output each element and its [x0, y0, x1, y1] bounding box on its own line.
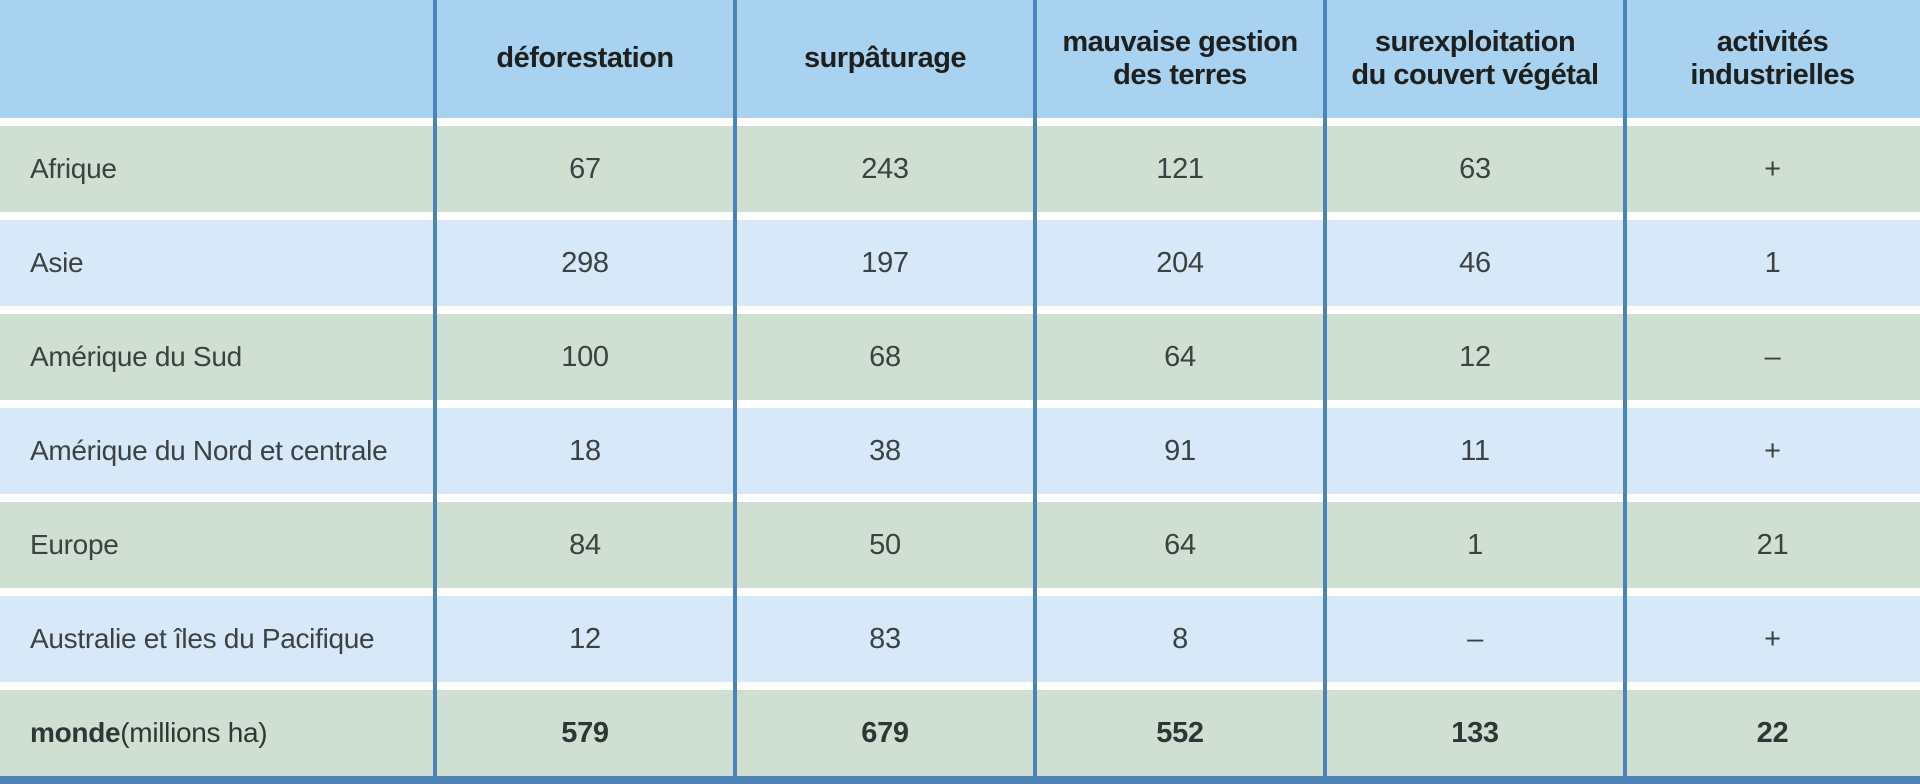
- value-cell: 21: [1756, 528, 1789, 561]
- column-header-mauvaise-gestion: mauvaise gestion des terres: [1062, 25, 1298, 91]
- value-cell: 579: [561, 716, 609, 749]
- value-cell: 68: [869, 340, 901, 373]
- value-cell: –: [1764, 340, 1781, 373]
- row-separator: [0, 212, 1920, 220]
- value-cell: –: [1467, 622, 1483, 655]
- value-cell: 197: [861, 246, 909, 279]
- value-cell: 243: [861, 152, 909, 185]
- value-cell: 1: [1764, 246, 1781, 279]
- table-row-asie: Asie 298 197 204 46 1: [0, 220, 1920, 306]
- row-separator: [0, 494, 1920, 502]
- value-cell: 679: [861, 716, 909, 749]
- value-cell: 50: [869, 528, 901, 561]
- value-cell: 100: [561, 340, 609, 373]
- value-cell: 12: [569, 622, 601, 655]
- table-row-amerique-du-sud: Amérique du Sud 100 68 64 12 –: [0, 314, 1920, 400]
- value-cell: 64: [1164, 528, 1196, 561]
- total-label: monde: [30, 717, 121, 748]
- value-cell: 1: [1467, 528, 1483, 561]
- table-bottom-border: [0, 776, 1920, 784]
- value-cell: 133: [1451, 716, 1499, 749]
- value-cell: 8: [1172, 622, 1188, 655]
- table-row-monde-total: monde (millions ha) 579 679 552 133 22: [0, 690, 1920, 776]
- value-cell: 204: [1156, 246, 1204, 279]
- value-cell: 46: [1459, 246, 1491, 279]
- value-cell: 64: [1164, 340, 1196, 373]
- column-header-activites-industrielles: activités industrielles: [1690, 25, 1855, 91]
- column-grid-line: [733, 0, 737, 784]
- value-cell: 121: [1156, 152, 1204, 185]
- column-header-deforestation: déforestation: [496, 42, 674, 75]
- region-label: Amérique du Sud: [30, 341, 242, 372]
- table-row-australie: Australie et îles du Pacifique 12 83 8 –…: [0, 596, 1920, 682]
- region-label: Afrique: [30, 153, 117, 184]
- column-grid-line: [433, 0, 437, 784]
- table-row-afrique: Afrique 67 243 121 63 +: [0, 126, 1920, 212]
- row-separator: [0, 118, 1920, 126]
- column-header-region: [0, 0, 435, 118]
- unit-label: (millions ha): [120, 717, 268, 748]
- region-label: Amérique du Nord et centrale: [30, 435, 388, 466]
- row-separator: [0, 306, 1920, 314]
- value-cell: 67: [569, 152, 601, 185]
- value-cell: 91: [1164, 434, 1196, 467]
- column-grid-line: [1033, 0, 1037, 784]
- value-cell: 22: [1756, 716, 1789, 749]
- value-cell: 84: [569, 528, 601, 561]
- value-cell: 38: [869, 434, 901, 467]
- value-cell: 552: [1156, 716, 1204, 749]
- value-cell: 18: [569, 434, 601, 467]
- region-label: Australie et îles du Pacifique: [30, 623, 375, 654]
- region-label: monde (millions ha): [0, 690, 435, 776]
- value-cell: 11: [1460, 434, 1490, 467]
- row-separator: [0, 682, 1920, 690]
- table-row-europe: Europe 84 50 64 1 21: [0, 502, 1920, 588]
- region-label: Asie: [30, 247, 84, 278]
- value-cell: +: [1764, 152, 1781, 185]
- column-grid-line: [1323, 0, 1327, 784]
- table-row-amerique-du-nord: Amérique du Nord et centrale 18 38 91 11…: [0, 408, 1920, 494]
- value-cell: +: [1764, 622, 1781, 655]
- value-cell: 63: [1459, 152, 1491, 185]
- column-header-surexploitation: surexploitation du couvert végétal: [1351, 25, 1599, 91]
- row-separator: [0, 400, 1920, 408]
- region-label: Europe: [30, 529, 119, 560]
- value-cell: +: [1764, 434, 1781, 467]
- value-cell: 12: [1459, 340, 1491, 373]
- value-cell: 83: [869, 622, 901, 655]
- value-cell: 298: [561, 246, 609, 279]
- row-separator: [0, 588, 1920, 596]
- column-grid-line: [1623, 0, 1627, 784]
- column-header-surpaturage: surpâturage: [803, 42, 967, 75]
- table-header-row: déforestation surpâturage mauvaise gesti…: [0, 0, 1920, 118]
